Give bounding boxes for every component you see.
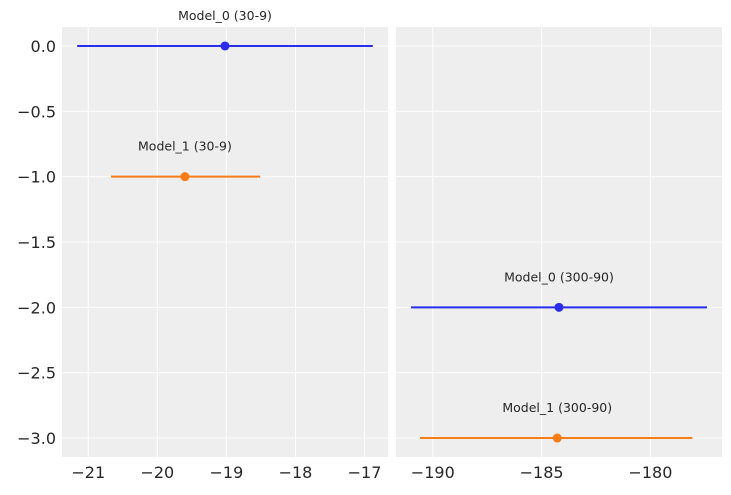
series-label: Model_0 (30-9)	[178, 8, 272, 23]
point-estimate	[220, 41, 230, 51]
panel-left: 0.0 −0.5 −1.0 −1.5 −2.0 −2.5 −3.0 −21 −20 −19 −18 −…	[17, 8, 388, 482]
x-tick-label: −190	[411, 463, 455, 482]
series-label: Model_1 (30-9)	[138, 139, 232, 154]
series-label: Model_0 (300-90)	[504, 269, 614, 284]
y-tick-label: −1.0	[17, 168, 56, 187]
x-tick-label: −20	[140, 463, 174, 482]
point-estimate	[552, 433, 562, 443]
x-tick-label: −17	[348, 463, 382, 482]
point-estimate	[180, 172, 190, 182]
x-tick-label: −19	[209, 463, 243, 482]
x-tick-label: −180	[628, 463, 672, 482]
y-tick-label: −1.5	[17, 233, 56, 252]
x-tick-label: −185	[520, 463, 564, 482]
y-tick-label: −3.0	[17, 429, 56, 448]
x-tick-label: −18	[279, 463, 313, 482]
panel-right: −190 −185 −180 Model_0 (300-90) Model_1 (300…	[396, 27, 722, 482]
y-tick-label: −2.5	[17, 364, 56, 383]
y-tick-label: −2.0	[17, 298, 56, 317]
series-label: Model_1 (300-90)	[502, 400, 612, 415]
y-tick-label: −0.5	[17, 102, 56, 121]
point-estimate	[554, 302, 564, 312]
y-tick-label: 0.0	[31, 37, 56, 56]
x-tick-label: −21	[71, 463, 105, 482]
